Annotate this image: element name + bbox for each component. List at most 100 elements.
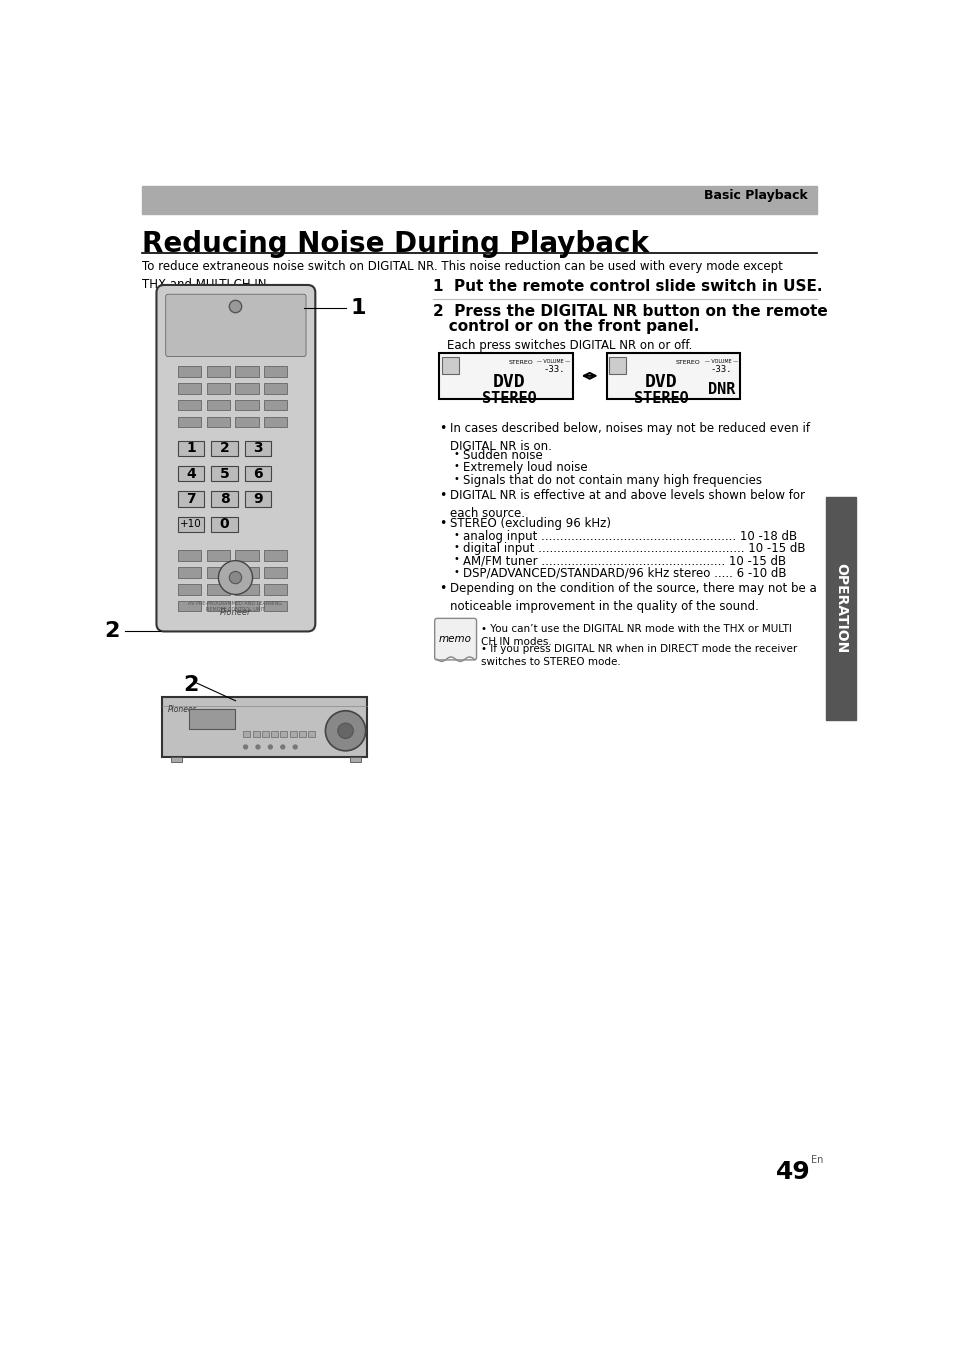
Bar [142, 186, 816, 214]
Text: DVD: DVD [644, 373, 677, 391]
FancyBboxPatch shape [156, 284, 315, 631]
Bar [245, 441, 271, 456]
Bar [207, 584, 230, 594]
Bar [264, 383, 287, 394]
Bar [207, 365, 230, 376]
Text: Pioneer: Pioneer [168, 705, 196, 713]
Text: 5: 5 [219, 466, 230, 481]
Text: DVD: DVD [493, 373, 525, 391]
Text: 4: 4 [186, 466, 196, 481]
Text: •: • [453, 473, 458, 484]
Bar [207, 550, 230, 561]
Bar [178, 365, 201, 376]
Bar [264, 550, 287, 561]
Text: •: • [453, 449, 458, 458]
Text: 0: 0 [219, 518, 230, 531]
Text: Pioneer: Pioneer [219, 608, 251, 617]
Text: 6: 6 [253, 466, 262, 481]
Bar [207, 383, 230, 394]
Bar [235, 584, 258, 594]
Text: analog input .................................................... 10 -18 dB: analog input ...........................… [462, 530, 796, 543]
Circle shape [255, 745, 259, 749]
Text: •: • [439, 516, 446, 530]
Bar [235, 550, 258, 561]
Text: Reducing Noise During Playback: Reducing Noise During Playback [142, 229, 649, 257]
Text: -33.: -33. [542, 365, 564, 373]
Bar [264, 400, 287, 411]
Text: SIGNAL
SELECT: SIGNAL SELECT [442, 357, 458, 365]
Bar [608, 357, 625, 375]
Text: DIGITAL NR is effective at and above levels shown below for
each source.: DIGITAL NR is effective at and above lev… [450, 489, 804, 520]
Bar [171, 758, 182, 763]
Bar [178, 566, 201, 577]
Bar [264, 417, 287, 427]
Bar [264, 365, 287, 376]
Text: memo: memo [438, 634, 472, 644]
Circle shape [268, 745, 272, 749]
Bar [235, 400, 258, 411]
Circle shape [280, 745, 284, 749]
Bar [162, 697, 367, 758]
Circle shape [243, 745, 247, 749]
Text: -33.: -33. [710, 365, 731, 373]
Bar [253, 731, 259, 737]
Text: STEREO: STEREO [633, 391, 688, 406]
Text: •: • [453, 530, 458, 539]
Text: — VOLUME —: — VOLUME — [537, 359, 570, 364]
Bar [207, 566, 230, 577]
Text: • You can’t use the DIGITAL NR mode with the THX or MULTI
CH IN modes.: • You can’t use the DIGITAL NR mode with… [480, 624, 791, 647]
Bar [189, 709, 235, 729]
Text: Extremely loud noise: Extremely loud noise [462, 461, 587, 474]
Bar [243, 731, 250, 737]
Text: •: • [453, 461, 458, 472]
Bar [264, 566, 287, 577]
Text: 49: 49 [776, 1161, 810, 1184]
Text: control or on the front panel.: control or on the front panel. [433, 319, 699, 334]
Text: STEREO: STEREO [675, 360, 700, 365]
Circle shape [293, 745, 296, 749]
Bar [178, 417, 201, 427]
Bar [178, 400, 201, 411]
Bar [245, 466, 271, 481]
Text: En: En [810, 1155, 822, 1165]
Text: Basic Playback: Basic Playback [703, 189, 806, 202]
Circle shape [229, 301, 241, 313]
Text: Each press switches DIGITAL NR on or off.: Each press switches DIGITAL NR on or off… [447, 338, 692, 352]
Text: •: • [439, 489, 446, 501]
Bar [235, 383, 258, 394]
Bar [235, 417, 258, 427]
Bar [350, 758, 360, 763]
Bar [178, 466, 204, 481]
Bar [178, 383, 201, 394]
Bar [439, 353, 572, 399]
Bar [441, 357, 458, 375]
Bar [280, 731, 287, 737]
Text: SIGNAL
SELECT: SIGNAL SELECT [609, 357, 625, 365]
Bar [212, 466, 237, 481]
Text: In cases described below, noises may not be reduced even if
DIGITAL NR is on.: In cases described below, noises may not… [450, 422, 809, 453]
Bar [212, 441, 237, 456]
Bar [825, 496, 855, 720]
Text: — VOLUME —: — VOLUME — [704, 359, 738, 364]
Text: 1: 1 [350, 298, 365, 318]
Text: 2: 2 [183, 675, 199, 696]
Text: 3: 3 [253, 441, 262, 456]
Bar [178, 550, 201, 561]
Text: DNR: DNR [707, 381, 735, 396]
Bar [207, 400, 230, 411]
Text: 1: 1 [186, 441, 196, 456]
Text: DIGITAL: DIGITAL [609, 365, 625, 369]
Circle shape [218, 561, 253, 594]
Text: AM/FM tuner ................................................. 10 -15 dB: AM/FM tuner ............................… [462, 554, 785, 568]
Bar [264, 584, 287, 594]
Text: To reduce extraneous noise switch on DIGITAL NR. This noise reduction can be use: To reduce extraneous noise switch on DIG… [142, 260, 782, 291]
Text: •: • [439, 422, 446, 435]
Text: 7: 7 [187, 492, 196, 506]
Text: •: • [453, 566, 458, 577]
Text: digital input ....................................................... 10 -15 dB: digital input ..........................… [462, 542, 804, 555]
Text: •: • [453, 542, 458, 553]
Text: •: • [453, 554, 458, 565]
Text: 8: 8 [219, 492, 230, 506]
Text: STEREO: STEREO [508, 360, 533, 365]
Text: 2: 2 [219, 441, 230, 456]
